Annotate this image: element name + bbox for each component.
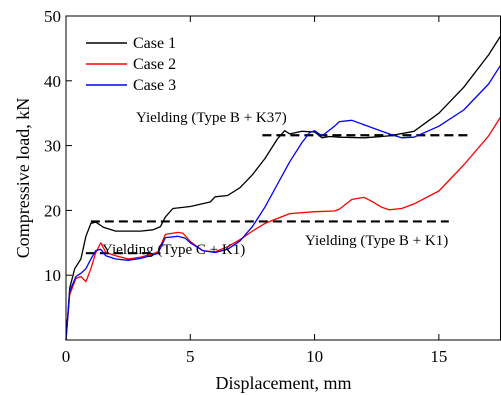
- legend: Case 1 Case 2 Case 3: [86, 35, 176, 94]
- legend-label-case-2: Case 2: [133, 56, 176, 73]
- y-tick-label: 10: [44, 266, 61, 285]
- annotation-yielding-b-k1: Yielding (Type B + K1): [305, 233, 448, 249]
- plot-frame: [65, 15, 501, 341]
- y-tick-label: 50: [44, 7, 61, 26]
- x-tick-label: 10: [306, 347, 323, 366]
- x-tick-label: 5: [186, 347, 195, 366]
- y-tick-label: 20: [44, 201, 61, 220]
- series-line-case-1: [65, 35, 501, 341]
- y-axis-label: Compressive load, kN: [13, 98, 33, 258]
- x-tick-label: 0: [62, 347, 71, 366]
- reference-lines: [85, 134, 472, 255]
- y-tick-label: 40: [44, 72, 61, 91]
- legend-label-case-1: Case 1: [133, 35, 176, 52]
- axis-ticks: 0 5 10 15 10 20 30 40 50: [44, 7, 447, 366]
- annotation-yielding-c-k1: Yielding (Type C + K1): [102, 242, 245, 258]
- series-lines: [65, 35, 501, 341]
- legend-label-case-3: Case 3: [133, 77, 176, 94]
- x-tick-label: 15: [430, 347, 447, 366]
- annotation-yielding-b-k37: Yielding (Type B + K37): [136, 110, 287, 126]
- y-tick-label: 30: [44, 137, 61, 156]
- series-line-case-3: [65, 64, 501, 341]
- series-line-case-2: [65, 116, 501, 341]
- x-axis-label: Displacement, mm: [216, 373, 352, 393]
